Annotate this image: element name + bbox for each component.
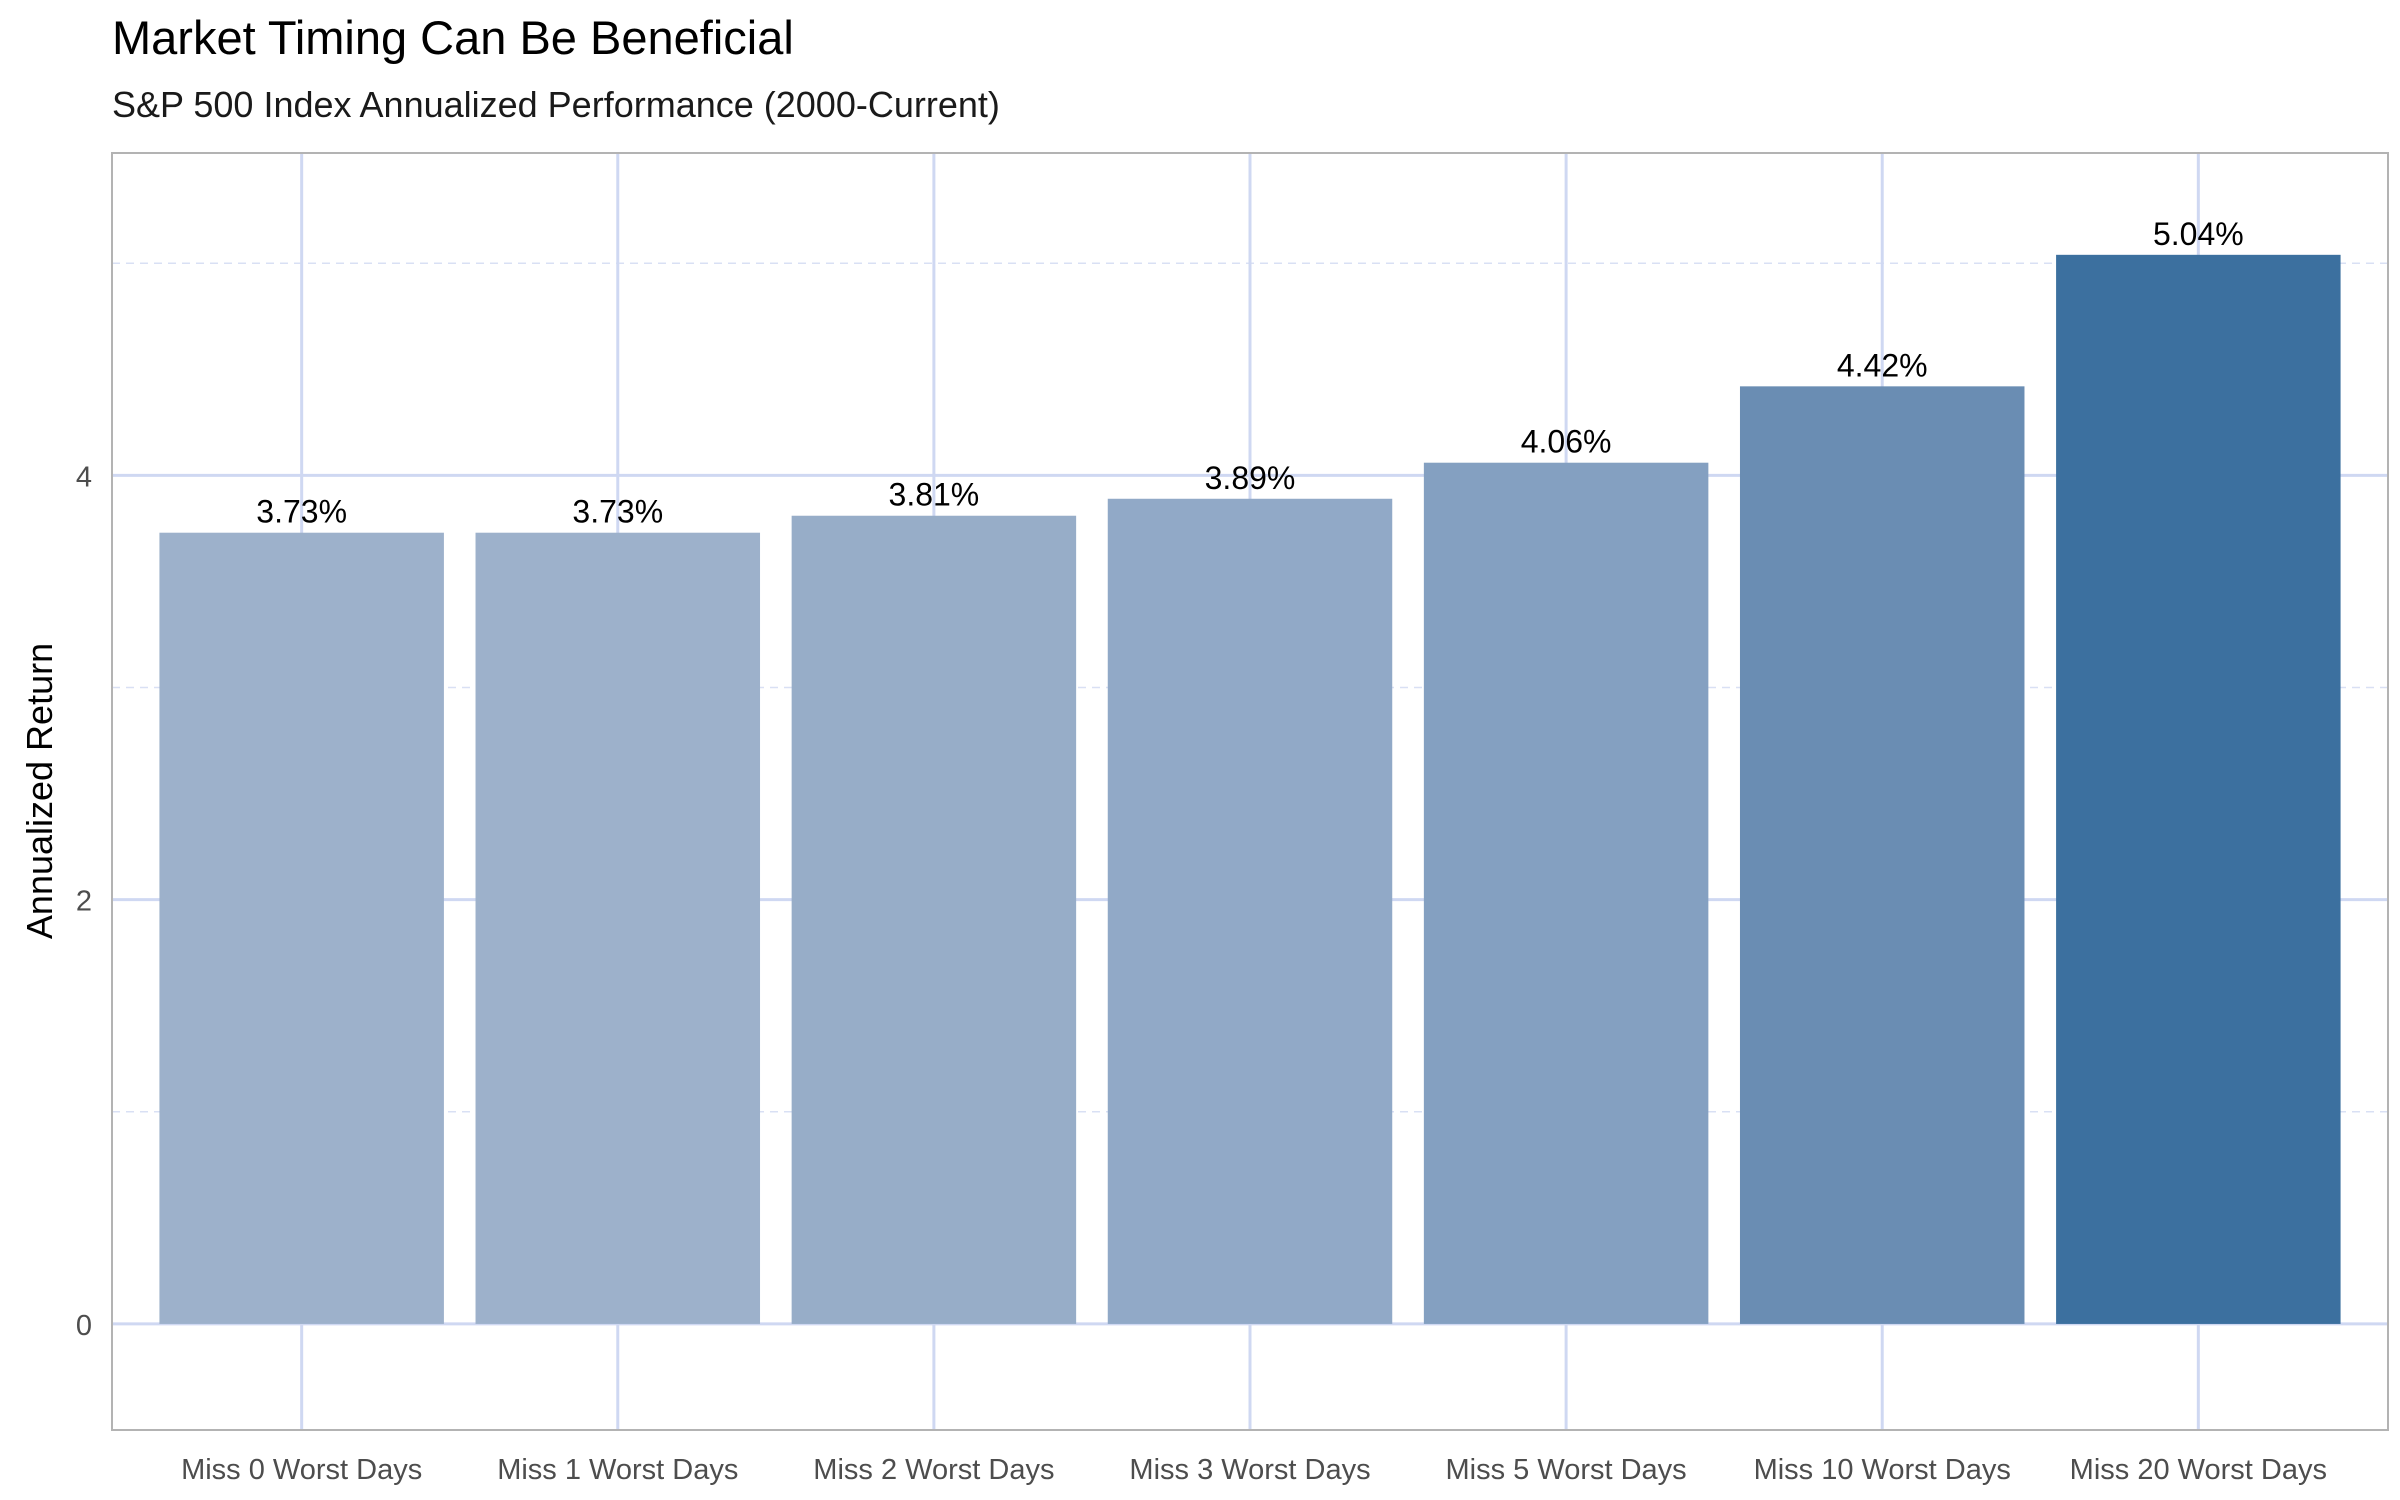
bar — [475, 532, 761, 1324]
bar — [1739, 386, 2025, 1324]
bar-value-label: 3.73% — [256, 494, 347, 530]
chart-subtitle: S&P 500 Index Annualized Performance (20… — [112, 84, 1000, 125]
y-axis-label: Annualized Return — [19, 643, 60, 939]
bar — [2056, 254, 2341, 1324]
y-tick-label: 0 — [76, 1310, 92, 1342]
x-tick-label: Miss 2 Worst Days — [813, 1454, 1054, 1486]
bar-value-label: 3.81% — [889, 477, 980, 513]
y-tick-label: 4 — [76, 461, 92, 493]
bar — [159, 532, 444, 1324]
bar-value-label: 3.73% — [572, 494, 663, 530]
plot-panel-border — [111, 152, 2389, 1431]
bar-value-label: 5.04% — [2153, 216, 2244, 252]
data-labels-layer: 3.73% 3.73% 3.81% 3.89% 4.06% 4.42% 5.04% — [256, 216, 2243, 530]
bar — [791, 515, 1077, 1324]
x-tick-label: Miss 20 Worst Days — [2070, 1454, 2327, 1486]
x-tick-label: Miss 0 Worst Days — [181, 1454, 422, 1486]
x-axis: Miss 0 Worst Days Miss 1 Worst Days Miss 2… — [181, 1454, 2327, 1486]
y-tick-label: 2 — [76, 886, 92, 918]
x-tick-label: Miss 1 Worst Days — [497, 1454, 738, 1486]
y-axis: 0 2 4 — [76, 461, 92, 1342]
bar-value-label: 3.89% — [1205, 460, 1296, 496]
bar — [1423, 462, 1709, 1324]
x-tick-label: Miss 10 Worst Days — [1754, 1454, 2011, 1486]
bar-value-label: 4.06% — [1521, 424, 1612, 460]
bar-value-label: 4.42% — [1837, 347, 1928, 383]
bars-layer — [159, 254, 2341, 1324]
bar — [1107, 498, 1393, 1324]
chart-title: Market Timing Can Be Beneficial — [112, 11, 794, 64]
x-tick-label: Miss 3 Worst Days — [1129, 1454, 1370, 1486]
x-tick-label: Miss 5 Worst Days — [1446, 1454, 1687, 1486]
